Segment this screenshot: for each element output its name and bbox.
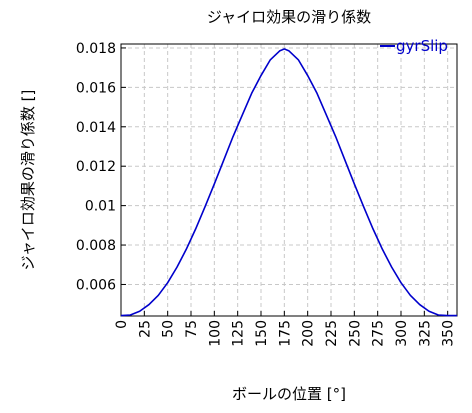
y-tick-label: 0.012 [76,159,116,175]
x-tick-label: 250 [347,320,363,347]
x-tick-label: 175 [277,320,293,347]
x-tick-label: 325 [417,320,433,347]
x-tick-label: 50 [161,320,177,338]
y-tick-label: 0.008 [76,238,116,254]
legend: gyrSlip [380,37,448,55]
y-tick-label: 0.014 [76,120,116,136]
x-axis-title: ボールの位置 [°] [232,385,346,403]
y-tick-label: 0.018 [76,41,116,57]
series-group [120,48,457,317]
plot-area [120,43,458,317]
series-line-gyrslip [120,48,457,317]
x-tick-label: 75 [184,320,200,338]
y-tick-label: 0.01 [85,199,116,215]
x-tick-label: 25 [137,320,153,338]
axis-ticks: 0 25 50 75 100 125 150 175 200 225 250 275 300 325 350… [76,41,457,347]
x-tick-label: 125 [231,320,247,347]
grid [120,44,457,316]
x-tick-label: 225 [324,320,340,347]
y-tick-label: 0.006 [76,277,116,293]
legend-label-gyrslip: gyrSlip [396,37,448,55]
x-tick-label: 150 [254,320,270,347]
x-tick-label: 100 [207,320,223,347]
x-tick-label: 275 [371,320,387,347]
x-tick-label: 0 [114,320,130,329]
x-tick-label: 300 [394,320,410,347]
chart-title: ジャイロ効果の滑り係数 [207,8,371,26]
y-tick-label: 0.016 [76,80,116,96]
x-tick-label: 350 [441,320,457,347]
x-tick-label: 200 [301,320,317,347]
y-axis-title: ジャイロ効果の滑り係数 [] [19,90,37,271]
